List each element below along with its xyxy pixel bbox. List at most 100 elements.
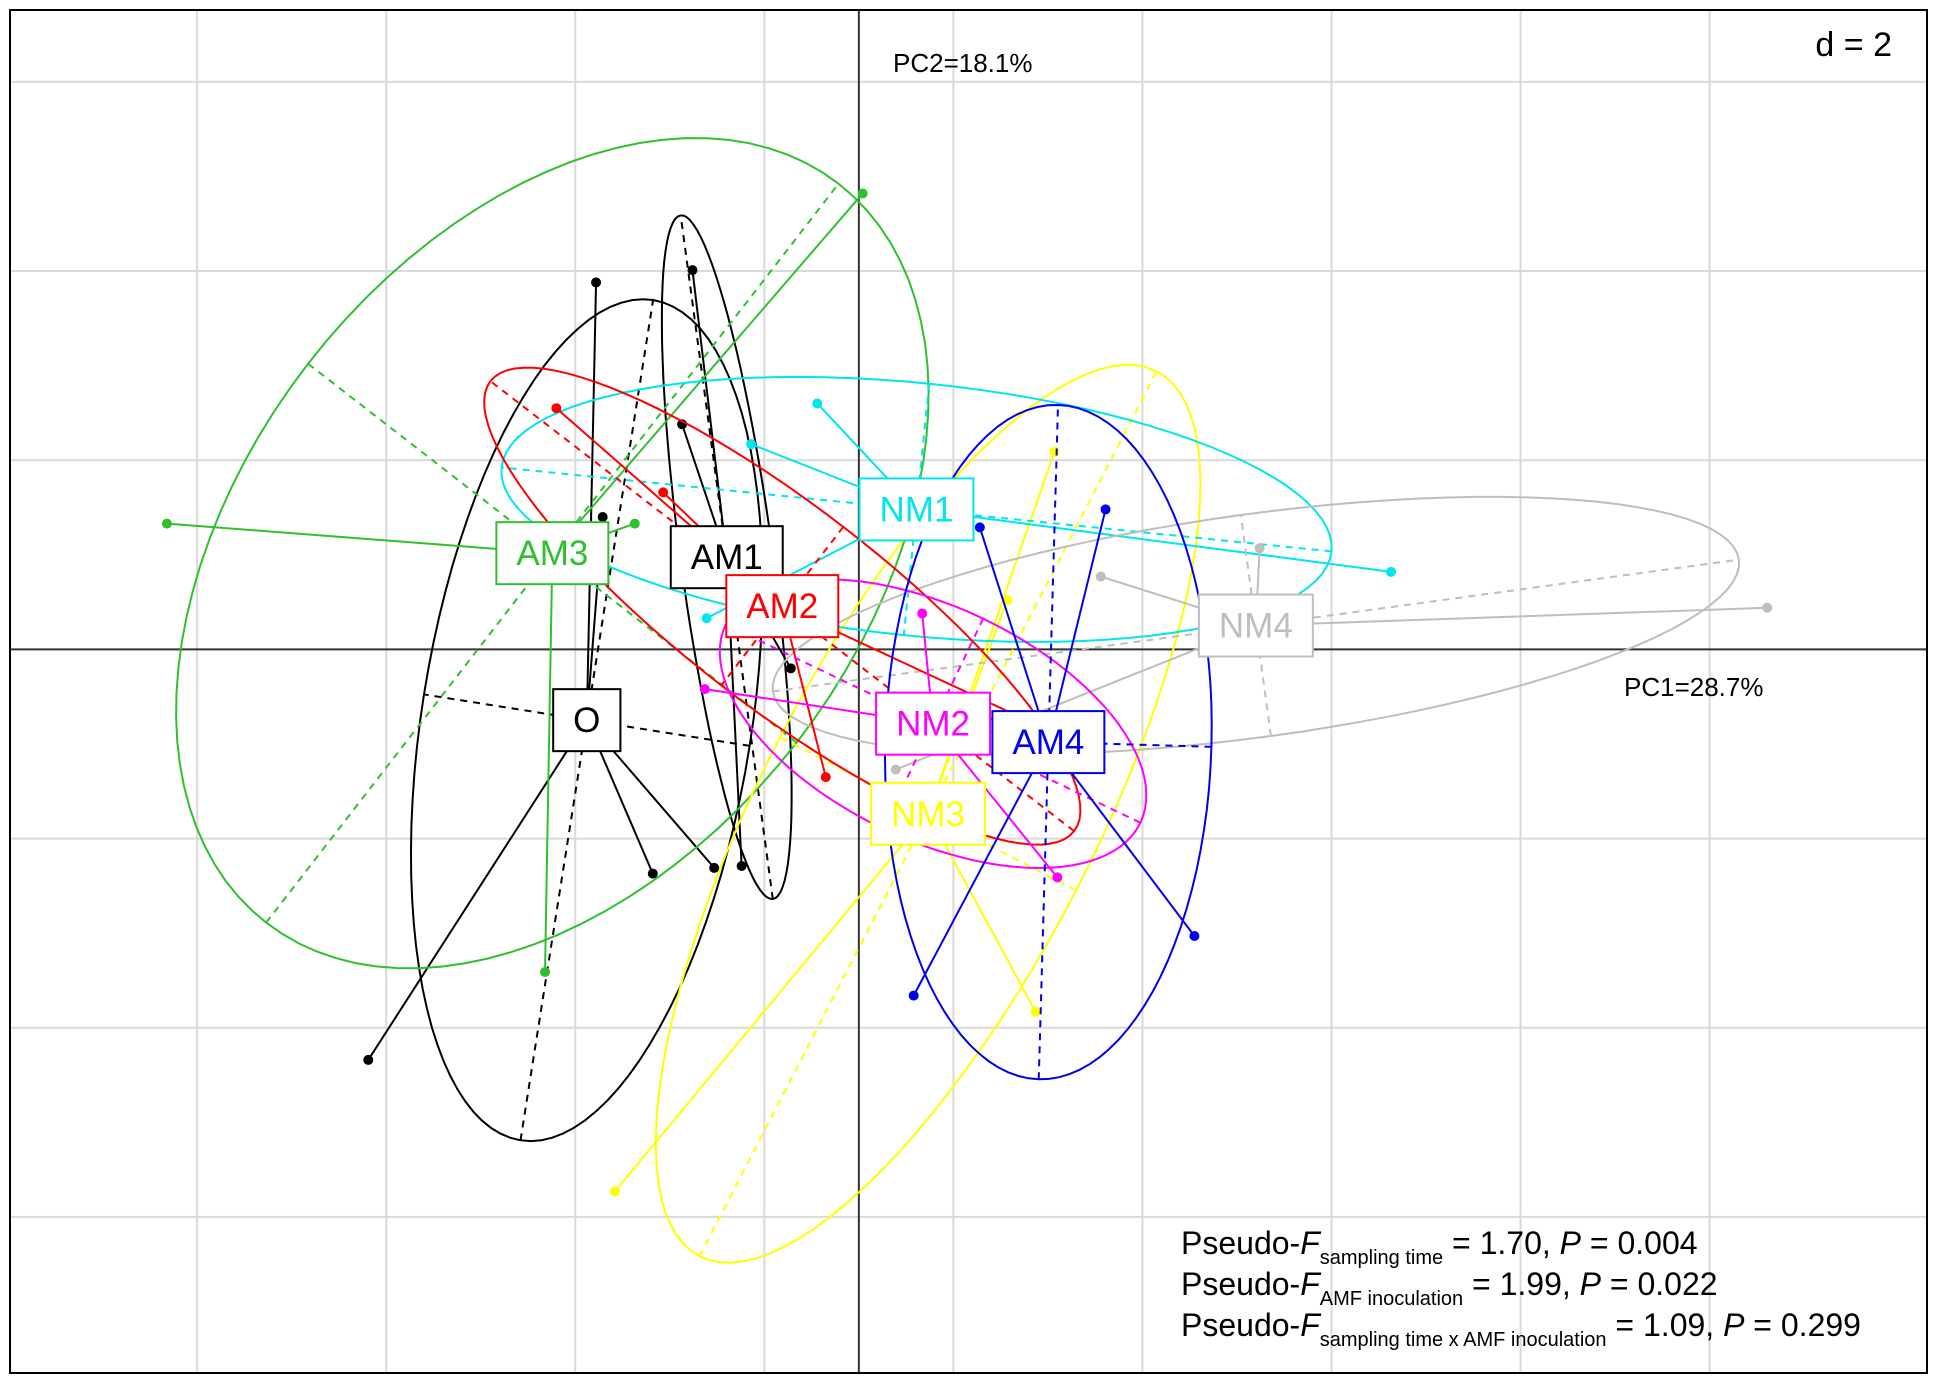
label-box: [725, 574, 840, 639]
point: [917, 608, 928, 619]
x-axis-label: PC1=28.7%: [1624, 672, 1763, 702]
point: [736, 861, 747, 872]
ellipse-axis: [885, 736, 1212, 748]
star-segment: [691, 269, 728, 558]
group-label: NM3: [891, 795, 965, 834]
annotation-part: = 1.70,: [1443, 1225, 1560, 1261]
grid: [10, 10, 1927, 1373]
annotation-part: = 0.004: [1581, 1225, 1698, 1261]
point: [709, 862, 720, 873]
annotation-part: Pseudo-: [1181, 1225, 1300, 1261]
point: [699, 684, 710, 695]
group-label: AM1: [691, 538, 763, 577]
group-label: NM4: [1219, 607, 1293, 646]
annotation-part: F: [1300, 1266, 1322, 1302]
annotation: Pseudo-Fsampling time = 1.70, P = 0.004: [1181, 1225, 1698, 1269]
group: [883, 404, 1213, 1081]
point: [1052, 872, 1063, 883]
ellipse-axis: [725, 623, 1141, 824]
point: [551, 403, 562, 414]
grid-label-background: [1780, 18, 1920, 74]
point: [785, 663, 796, 674]
point: [1386, 566, 1397, 577]
annotation-part: AMF inoculation: [1320, 1288, 1463, 1310]
point: [1049, 446, 1060, 457]
annotation-part: F: [1300, 1307, 1322, 1343]
star-segment: [1047, 509, 1107, 743]
label-box: [495, 521, 610, 586]
annotation-part: sampling time x AMF inoculation: [1320, 1329, 1607, 1351]
ellipse-axis: [1239, 514, 1272, 737]
annotations: Pseudo-Fsampling time = 1.70, P = 0.004P…: [1181, 1225, 1861, 1351]
ellipse-axis: [519, 299, 655, 1141]
ellipse-axis: [779, 736, 1077, 892]
ellipse-axis: [1037, 404, 1060, 1080]
label-box: [875, 691, 992, 756]
point: [820, 772, 831, 783]
star-segment: [614, 813, 929, 1193]
point: [647, 868, 658, 879]
star-segment: [166, 522, 553, 555]
group-label: AM3: [516, 534, 588, 573]
star-segment: [978, 527, 1050, 743]
point: [1189, 931, 1200, 942]
annotation-part: Pseudo-: [1181, 1266, 1300, 1302]
point: [812, 398, 823, 409]
point: [857, 188, 868, 199]
annotation-part: P: [1560, 1225, 1582, 1261]
point: [609, 1186, 620, 1197]
ellipse: [718, 578, 1148, 870]
label-box: [552, 688, 622, 753]
point: [161, 518, 172, 529]
point: [540, 966, 551, 977]
point: [629, 518, 640, 529]
star-segment: [1047, 741, 1196, 937]
annotation-part: F: [1300, 1225, 1322, 1261]
star-segment: [912, 741, 1050, 997]
star-segment: [585, 282, 598, 721]
label-box: [1197, 593, 1314, 658]
point: [746, 439, 757, 450]
point: [908, 990, 919, 1001]
frame: [9, 9, 1928, 1374]
label-box: [870, 781, 987, 846]
star-segment: [551, 192, 864, 554]
star-segment: [1255, 606, 1768, 627]
annotation-part: = 0.022: [1601, 1266, 1718, 1302]
annotation-part: Pseudo-: [1181, 1307, 1300, 1343]
y-axis-label: PC2=18.1%: [893, 48, 1032, 78]
label-box: [991, 710, 1106, 775]
group-label: NM1: [880, 490, 954, 529]
annotation: Pseudo-Fsampling time x AMF inoculation …: [1181, 1307, 1861, 1351]
star-segment: [927, 813, 1037, 1013]
point: [597, 511, 608, 522]
point: [1095, 571, 1106, 582]
annotation-part: = 1.99,: [1463, 1266, 1580, 1302]
group-label: O: [573, 701, 600, 740]
point: [974, 522, 985, 533]
labels: O AM1 AM3 NM3 NM1 NM4 AM2 NM2 AM4: [495, 477, 1314, 846]
grid-label: d = 2: [1815, 26, 1892, 64]
point: [701, 613, 712, 624]
point: [1762, 602, 1773, 613]
star-segment: [367, 719, 588, 1061]
group-label: NM2: [896, 705, 970, 744]
star-segment: [916, 508, 1392, 573]
annotation-part: = 1.09,: [1607, 1307, 1724, 1343]
point: [687, 265, 698, 276]
point: [890, 764, 901, 775]
group-label: AM2: [746, 587, 818, 626]
point: [363, 1054, 374, 1065]
ellipse-axis: [423, 693, 750, 747]
point: [591, 277, 602, 288]
annotation-part: = 0.299: [1744, 1307, 1861, 1343]
point: [658, 487, 669, 498]
point: [1254, 543, 1265, 554]
annotation-part: P: [1580, 1266, 1602, 1302]
point: [1030, 1006, 1041, 1017]
group-label: AM4: [1012, 723, 1084, 762]
star-segment: [544, 553, 554, 972]
annotation-part: sampling time: [1320, 1247, 1443, 1269]
